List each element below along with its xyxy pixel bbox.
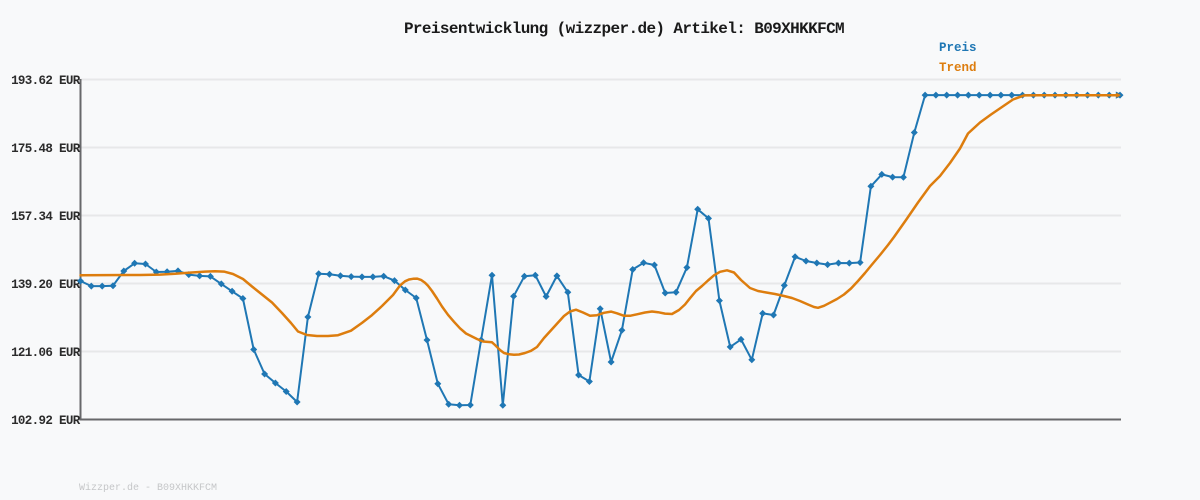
svg-text:Preis: Preis <box>939 41 977 55</box>
svg-text:193.62 EUR: 193.62 EUR <box>11 74 81 88</box>
svg-text:Wizzper.de - B09XHKKFCM: Wizzper.de - B09XHKKFCM <box>79 482 217 494</box>
svg-text:102.92 EUR: 102.92 EUR <box>11 414 81 428</box>
svg-text:Trend: Trend <box>939 61 977 75</box>
svg-text:121.06 EUR: 121.06 EUR <box>11 346 81 360</box>
svg-text:157.34 EUR: 157.34 EUR <box>11 210 81 224</box>
svg-text:Preisentwicklung (wizzper.de): Preisentwicklung (wizzper.de) Artikel: B… <box>404 20 844 38</box>
svg-text:139.20 EUR: 139.20 EUR <box>11 278 81 292</box>
svg-text:175.48 EUR: 175.48 EUR <box>11 142 81 156</box>
